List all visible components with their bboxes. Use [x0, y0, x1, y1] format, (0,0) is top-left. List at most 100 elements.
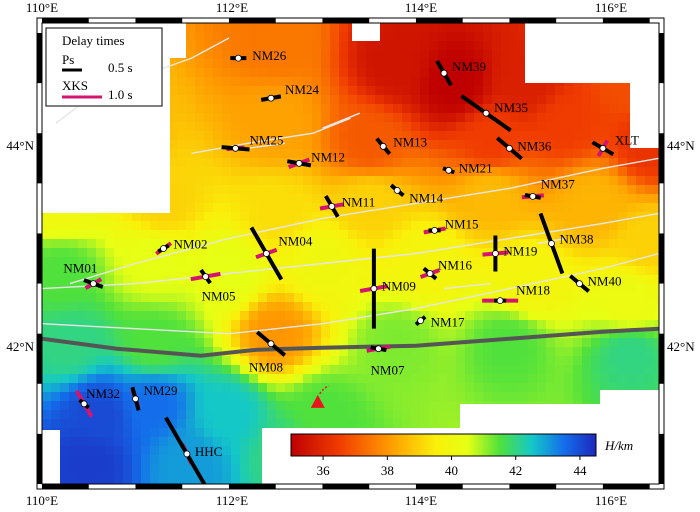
- thickness-cell: [312, 158, 322, 168]
- thickness-cell: [465, 383, 475, 393]
- thickness-cell: [474, 131, 484, 141]
- thickness-cell: [609, 320, 619, 330]
- thickness-cell: [465, 50, 475, 60]
- thickness-cell: [618, 338, 628, 348]
- thickness-cell: [186, 428, 196, 438]
- thickness-cell: [582, 95, 592, 105]
- thickness-cell: [393, 50, 403, 60]
- thickness-cell: [609, 248, 619, 258]
- thickness-cell: [537, 239, 547, 249]
- thickness-cell: [159, 311, 169, 321]
- thickness-cell: [519, 320, 529, 330]
- thickness-cell: [105, 221, 115, 231]
- thickness-cell: [186, 329, 196, 339]
- thickness-cell: [438, 41, 448, 51]
- thickness-cell: [276, 284, 286, 294]
- thickness-cell: [618, 86, 628, 96]
- thickness-cell: [240, 410, 250, 420]
- thickness-cell: [339, 59, 349, 69]
- thickness-cell: [186, 473, 196, 483]
- thickness-cell: [645, 167, 655, 177]
- thickness-cell: [285, 302, 295, 312]
- thickness-cell: [456, 329, 466, 339]
- thickness-cell: [474, 383, 484, 393]
- thickness-cell: [294, 266, 304, 276]
- thickness-cell: [186, 149, 196, 159]
- thickness-cell: [492, 392, 502, 402]
- thickness-cell: [123, 383, 133, 393]
- thickness-cell: [564, 158, 574, 168]
- thickness-cell: [312, 383, 322, 393]
- thickness-cell: [420, 158, 430, 168]
- thickness-cell: [186, 59, 196, 69]
- thickness-cell: [51, 212, 61, 222]
- thickness-cell: [420, 257, 430, 267]
- thickness-cell: [402, 68, 412, 78]
- thickness-cell: [411, 176, 421, 186]
- thickness-cell: [384, 293, 394, 303]
- thickness-cell: [249, 446, 259, 456]
- thickness-cell: [402, 302, 412, 312]
- thickness-cell: [519, 275, 529, 285]
- thickness-cell: [627, 149, 637, 159]
- thickness-cell: [636, 149, 646, 159]
- thickness-cell: [150, 248, 160, 258]
- thickness-cell: [240, 86, 250, 96]
- thickness-cell: [114, 356, 124, 366]
- thickness-cell: [375, 401, 385, 411]
- frame-segment: [135, 18, 183, 23]
- thickness-cell: [330, 185, 340, 195]
- station-label: NM18: [516, 283, 550, 298]
- thickness-cell: [330, 41, 340, 51]
- thickness-cell: [204, 428, 214, 438]
- thickness-cell: [195, 284, 205, 294]
- thickness-cell: [555, 212, 565, 222]
- thickness-cell: [366, 356, 376, 366]
- thickness-cell: [447, 401, 457, 411]
- thickness-cell: [465, 266, 475, 276]
- thickness-cell: [240, 194, 250, 204]
- thickness-cell: [123, 212, 133, 222]
- thickness-cell: [60, 392, 70, 402]
- thickness-cell: [87, 248, 97, 258]
- thickness-cell: [177, 284, 187, 294]
- thickness-cell: [429, 257, 439, 267]
- thickness-cell: [114, 248, 124, 258]
- thickness-cell: [177, 77, 187, 87]
- thickness-cell: [249, 221, 259, 231]
- thickness-cell: [258, 194, 268, 204]
- volcano-marker: [310, 385, 330, 408]
- thickness-cell: [177, 311, 187, 321]
- thickness-cell: [177, 122, 187, 132]
- thickness-cell: [591, 347, 601, 357]
- thickness-cell: [339, 203, 349, 213]
- thickness-cell: [348, 320, 358, 330]
- thickness-cell: [285, 185, 295, 195]
- thickness-cell: [420, 329, 430, 339]
- thickness-cell: [60, 473, 70, 483]
- thickness-cell: [195, 446, 205, 456]
- thickness-cell: [591, 122, 601, 132]
- bottom-tick-114: 114°E: [405, 493, 437, 508]
- thickness-cell: [555, 374, 565, 384]
- thickness-cell: [204, 446, 214, 456]
- thickness-cell: [456, 275, 466, 285]
- thickness-cell: [546, 86, 556, 96]
- thickness-cell: [195, 374, 205, 384]
- thickness-cell: [258, 68, 268, 78]
- thickness-cell: [285, 167, 295, 177]
- thickness-cell: [591, 212, 601, 222]
- thickness-cell: [645, 248, 655, 258]
- thickness-cell: [564, 140, 574, 150]
- thickness-cell: [600, 185, 610, 195]
- thickness-cell: [582, 230, 592, 240]
- thickness-cell: [654, 176, 659, 186]
- thickness-cell: [258, 122, 268, 132]
- thickness-cell: [510, 23, 520, 33]
- thickness-cell: [537, 284, 547, 294]
- thickness-cell: [447, 41, 457, 51]
- thickness-cell: [168, 158, 178, 168]
- thickness-cell: [582, 347, 592, 357]
- thickness-cell: [195, 131, 205, 141]
